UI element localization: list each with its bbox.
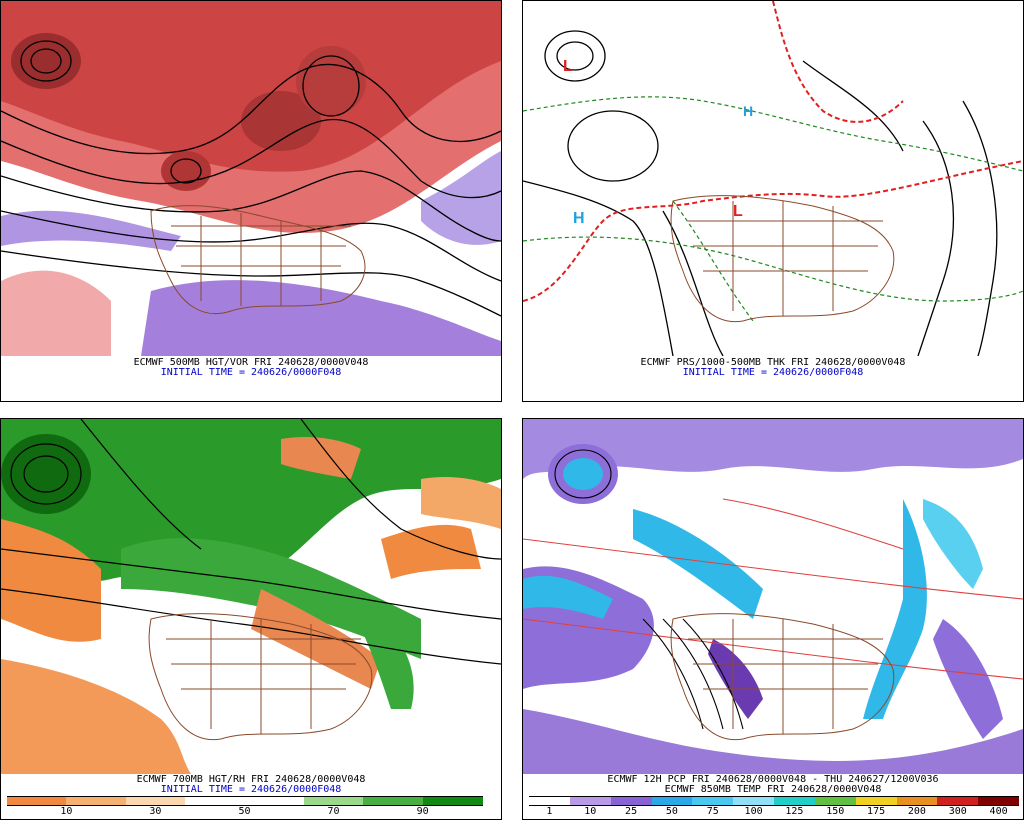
color-swatch [66,796,127,806]
color-scale-tick: 30 [149,806,162,817]
map-500mb [1,1,501,356]
temp-contours [523,449,1023,730]
rh-color-scale: 10 30 50 70 90 [7,796,483,818]
color-scale-tick: 1 [546,806,553,817]
color-swatch [937,796,979,806]
color-swatch [244,796,305,806]
color-scale-tick: 300 [948,806,967,817]
color-scale-tick: 125 [785,806,804,817]
panel-title: ECMWF 12H PCP FRI 240628/0000V048 - THU … [607,774,939,785]
color-swatch [185,796,245,806]
color-scale-tick: 50 [238,806,251,817]
color-scale-tick: 90 [416,806,429,817]
panel-subtitle: ECMWF 850MB TEMP FRI 240628/0000V048 [664,784,882,795]
geography [150,205,366,315]
rh-fill [1,419,501,774]
color-swatch [529,796,571,806]
svg-text:L: L [563,58,573,75]
svg-text:H: H [743,103,753,119]
geography [670,195,895,323]
svg-text:H: H [573,210,585,227]
color-swatch [774,796,816,806]
color-scale-tick: 70 [327,806,340,817]
color-scale-tick: 10 [584,806,597,817]
color-swatch [855,796,897,806]
color-swatch [978,796,1020,806]
precip-color-scale: 1 10 25 50 75 100 125 150 175 200 300 400 [529,796,1020,818]
pressure-contours [523,30,998,356]
panel-title: ECMWF 700MB HGT/RH FRI 240628/0000V048 [136,774,366,785]
color-scale-tick: 400 [989,806,1008,817]
map-700mb [1,419,501,774]
map-pcp [523,419,1023,774]
color-scale-tick: 50 [665,806,678,817]
color-swatch [692,796,734,806]
init-time: INITIAL TIME = 240626/0000F048 [682,367,864,378]
height-contours [1,40,501,317]
color-scale-tick: 25 [625,806,638,817]
color-scale-tick: 75 [706,806,719,817]
color-swatch [125,796,186,806]
init-time: INITIAL TIME = 240626/0000F048 [160,367,342,378]
panel-500mb-hgt-vor: ECMWF 500MB HGT/VOR FRI 240628/0000V048 … [0,0,502,402]
color-swatch [303,796,364,806]
height-contours [1,419,501,665]
color-scale-tick: 150 [826,806,845,817]
color-scale-tick: 200 [907,806,926,817]
color-swatch [363,796,424,806]
init-time: INITIAL TIME = 240626/0000F048 [160,784,342,795]
geography [148,613,373,741]
color-swatch [610,796,652,806]
color-scale-tick: 100 [744,806,763,817]
green-thickness [523,96,1023,322]
thickness-contours [523,1,1023,302]
color-scale-tick: 10 [60,806,73,817]
color-swatch [422,796,483,806]
panel-700mb-hgt-rh: ECMWF 700MB HGT/RH FRI 240628/0000V048 I… [0,418,502,820]
svg-text:L: L [733,203,743,220]
panel-pcp-850-temp: ECMWF 12H PCP FRI 240628/0000V048 - THU … [522,418,1024,820]
color-scale-tick: 175 [867,806,886,817]
color-swatch [814,796,857,806]
geography [670,613,895,741]
color-swatch [7,796,67,806]
panel-title: ECMWF PRS/1000-500MB THK FRI 240628/0000… [640,357,906,368]
color-swatch [651,796,693,806]
panel-title: ECMWF 500MB HGT/VOR FRI 240628/0000V048 [133,357,369,368]
panel-prs-thk: L H H L ECMWF PRS/1000-500MB THK FRI 240… [522,0,1024,402]
color-swatch [569,796,612,806]
color-swatch [896,796,938,806]
map-prs-thk: L H H L [523,1,1023,356]
color-swatch [733,796,775,806]
